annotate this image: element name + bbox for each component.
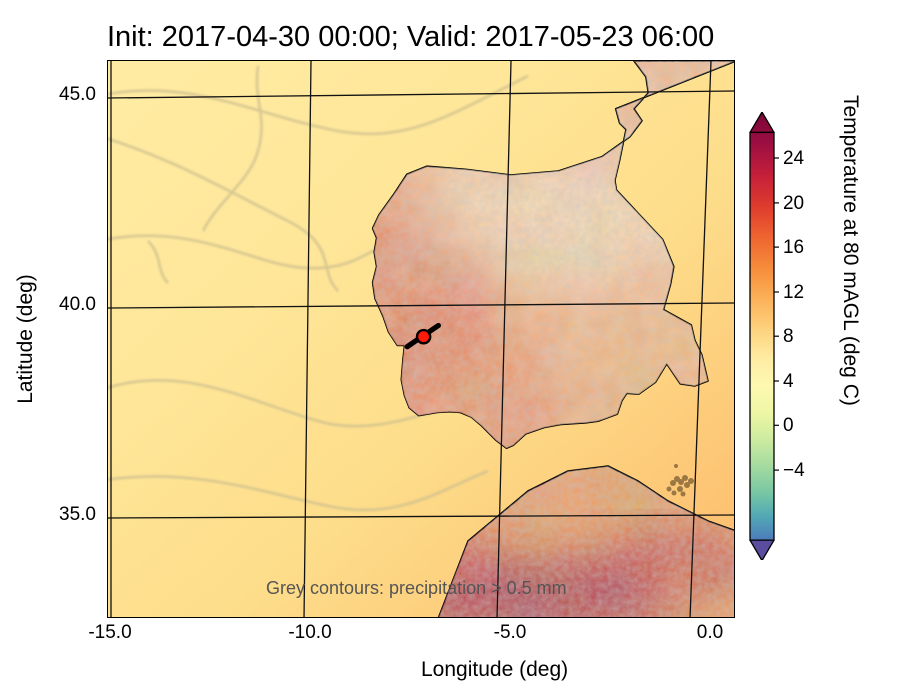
svg-text:4: 4	[783, 371, 794, 392]
svg-text:8: 8	[783, 326, 794, 347]
svg-text:24: 24	[783, 148, 804, 169]
svg-text:16: 16	[783, 237, 804, 258]
svg-text:−4: −4	[783, 460, 805, 481]
svg-text:0: 0	[783, 415, 794, 436]
svg-text:12: 12	[783, 282, 804, 303]
svg-text:Grey contours: precipitation >: Grey contours: precipitation > 0.5 mm	[266, 578, 567, 598]
svg-text:20: 20	[783, 193, 804, 214]
